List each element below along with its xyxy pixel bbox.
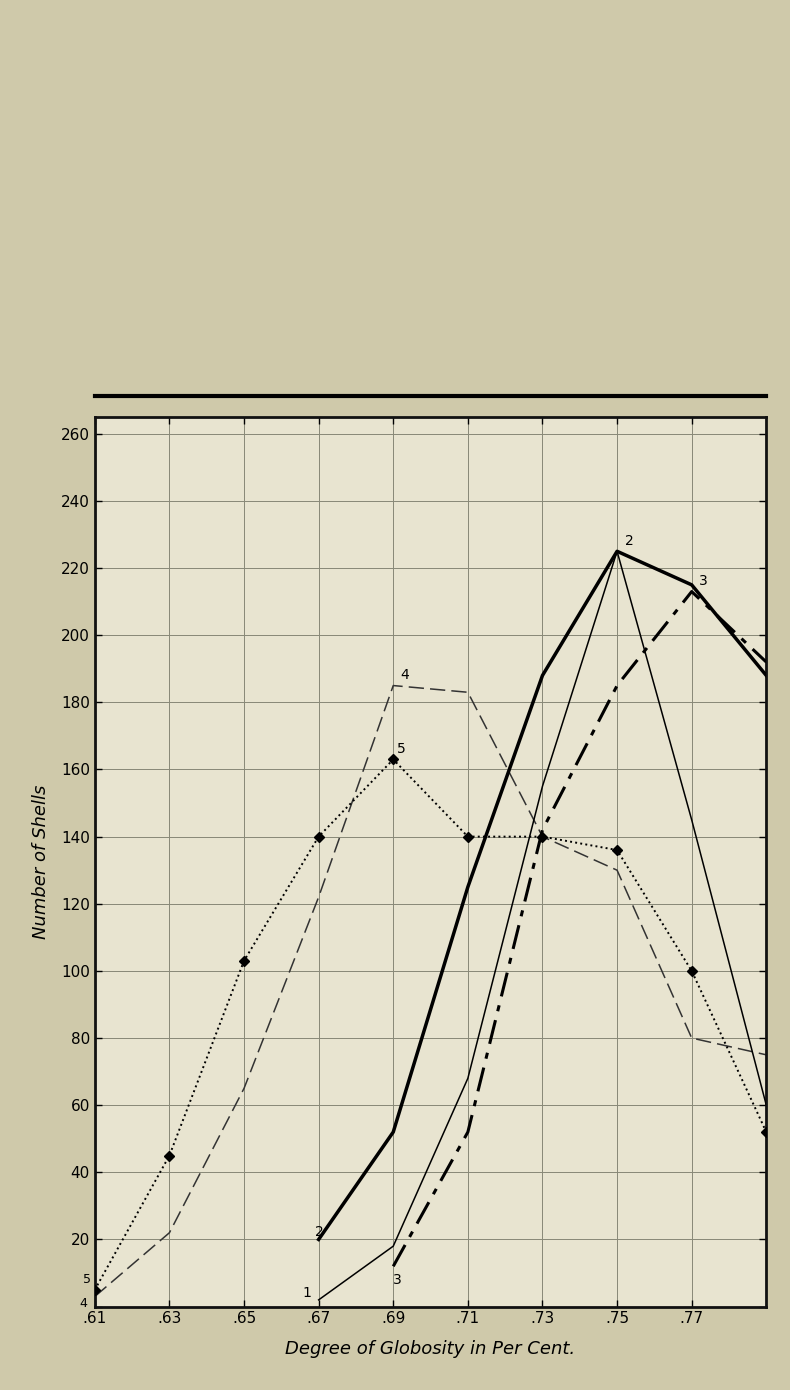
Text: 4: 4 <box>80 1297 88 1309</box>
Text: 5: 5 <box>397 742 406 756</box>
Text: 1: 1 <box>303 1286 311 1300</box>
Text: 2: 2 <box>625 534 634 548</box>
Text: 4: 4 <box>401 669 409 682</box>
X-axis label: Degree of Globosity in Per Cent.: Degree of Globosity in Per Cent. <box>285 1340 576 1358</box>
Text: 5: 5 <box>83 1273 91 1287</box>
Text: 3: 3 <box>699 574 708 588</box>
Text: 3: 3 <box>393 1273 402 1287</box>
Y-axis label: Number of Shells: Number of Shells <box>32 784 50 940</box>
Text: 2: 2 <box>315 1226 324 1240</box>
